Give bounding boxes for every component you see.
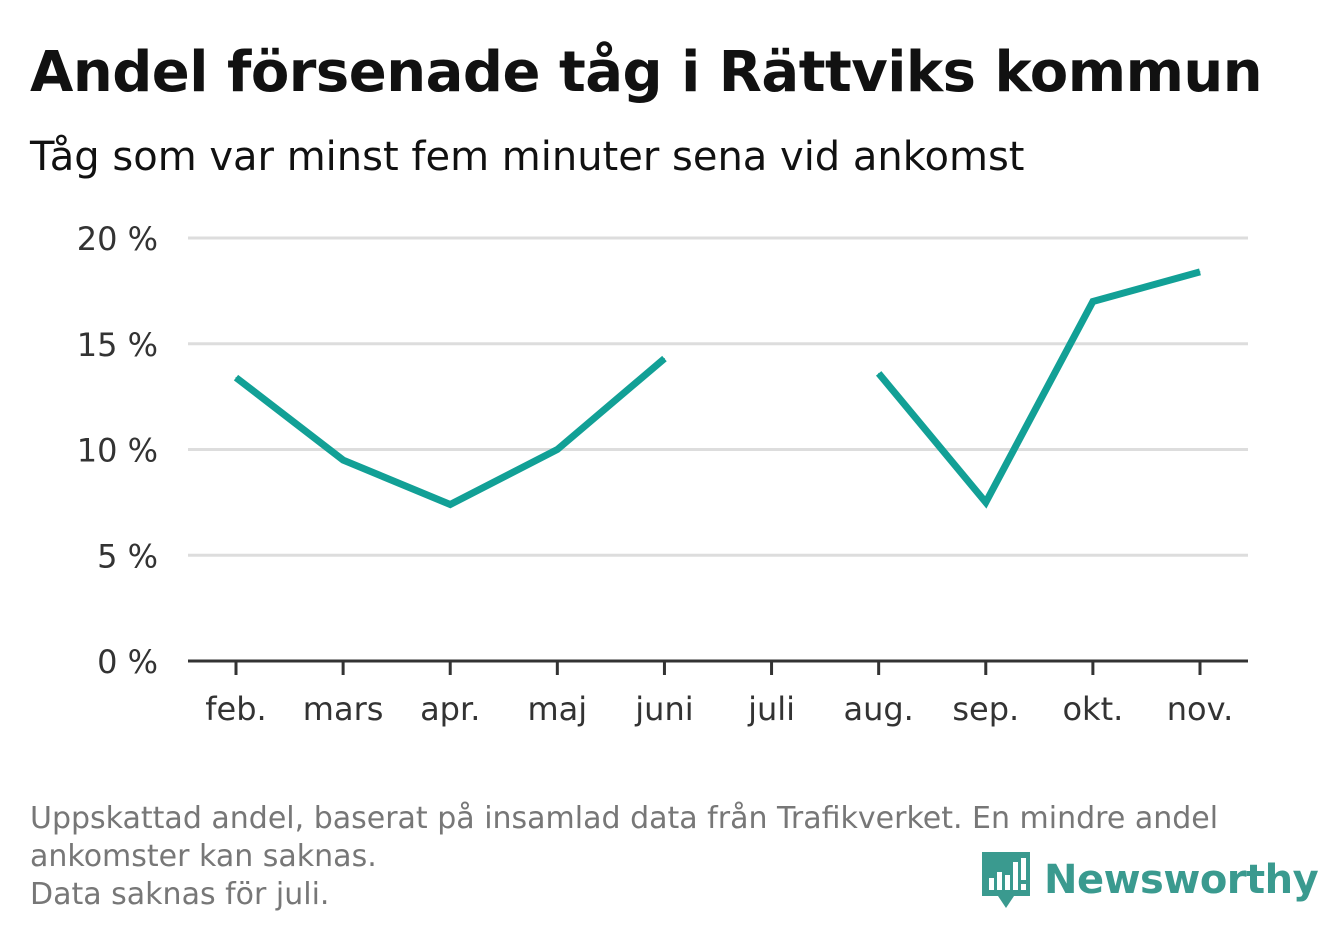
y-tick-label: 20 %: [77, 220, 158, 258]
data-point: [1199, 271, 1201, 273]
x-tick-label: juli: [747, 690, 795, 728]
x-tick-label: maj: [527, 690, 587, 728]
x-tick-label: nov.: [1167, 690, 1233, 728]
y-tick-label: 10 %: [77, 432, 158, 470]
x-tick-label: aug.: [843, 690, 913, 728]
data-point: [878, 372, 880, 374]
data-point: [985, 501, 987, 503]
x-tick-label: feb.: [205, 690, 266, 728]
x-tick-label: sep.: [952, 690, 1019, 728]
newsworthy-logo-icon: [982, 852, 1030, 908]
x-tick-label: okt.: [1062, 690, 1123, 728]
x-tick-label: apr.: [420, 690, 480, 728]
series-line-segment: [875, 268, 1201, 509]
chart-subtitle: Tåg som var minst fem minuter sena vid a…: [30, 134, 1025, 180]
brand-logo: Newsworthy: [980, 848, 1319, 912]
data-point: [449, 503, 451, 505]
footnote-line-2: ankomster kan saknas.: [30, 839, 377, 874]
data-point: [1092, 300, 1094, 302]
y-tick-label: 15 %: [77, 326, 158, 364]
chart-footnote: Uppskattad andel, baserat på insamlad da…: [30, 800, 1280, 914]
series-line-segment: [233, 355, 667, 509]
data-point: [235, 377, 237, 379]
line-chart: 0 % 5 % 10 % 15 % 20 % feb. mars apr. maj juni jul…: [77, 220, 1248, 728]
footnote-line-1: Uppskattad andel, baserat på insamlad da…: [30, 801, 1219, 836]
data-point: [342, 459, 344, 461]
data-point: [556, 449, 558, 450]
x-tick-label: mars: [303, 690, 384, 728]
brand-name: Newsworthy: [1044, 857, 1319, 903]
data-point: [663, 358, 665, 360]
x-tick-label: juni: [634, 690, 693, 728]
y-tick-label: 0 %: [97, 643, 158, 681]
chart-title: Andel försenade tåg i Rättviks kommun: [30, 40, 1263, 105]
footnote-line-3: Data saknas för juli.: [30, 877, 330, 912]
y-tick-label: 5 %: [97, 537, 158, 575]
